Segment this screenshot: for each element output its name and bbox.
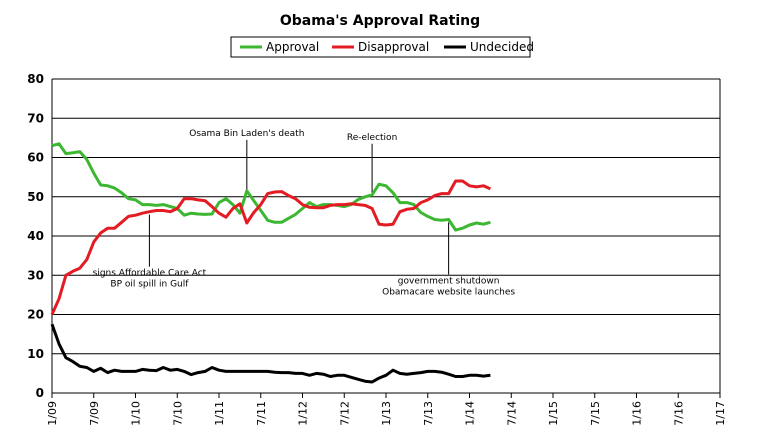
y-tick-label: 50 xyxy=(27,190,44,204)
x-tick-label: 1/09 xyxy=(46,401,59,426)
y-tick-label: 30 xyxy=(27,268,44,282)
annotation-label: Obamacare website launches xyxy=(382,288,515,298)
y-tick-label: 10 xyxy=(27,347,44,361)
legend: Approval Disapproval Undecided xyxy=(230,36,534,58)
annotation-label: signs Affordable Care Act xyxy=(93,269,207,279)
legend-label-approval: Approval xyxy=(266,40,319,54)
chart-title: Obama's Approval Rating xyxy=(280,13,480,29)
series-line-disapproval xyxy=(50,179,492,316)
legend-box xyxy=(230,36,531,58)
annotation-label: BP oil spill in Gulf xyxy=(110,280,189,290)
x-tick-label: 1/12 xyxy=(297,401,310,426)
y-tick-label: 70 xyxy=(27,111,44,125)
x-tick-label: 7/12 xyxy=(338,401,351,426)
x-tick-label: 1/15 xyxy=(547,401,560,426)
y-tick-label: 20 xyxy=(27,308,44,322)
x-tick-label: 1/14 xyxy=(464,401,477,426)
x-tick-label: 7/14 xyxy=(505,401,518,426)
x-tick-label: 1/13 xyxy=(380,401,393,426)
grid-lines xyxy=(52,78,720,394)
y-tick-label: 60 xyxy=(27,151,44,165)
x-axis: 1/09 7/09 1/10 7/10 1/11 7/11 1/12 7/12 1/13 7/13… xyxy=(46,393,727,426)
x-tick-label: 7/11 xyxy=(255,401,268,426)
annotation-label: government shutdown xyxy=(398,277,500,287)
x-tick-label: 7/15 xyxy=(589,401,602,426)
x-tick-label: 7/13 xyxy=(422,401,435,426)
series-line-undecided xyxy=(50,323,491,384)
y-tick-label: 0 xyxy=(36,386,44,400)
y-axis: 0 10 20 30 40 50 60 70 80 xyxy=(27,72,721,400)
x-tick-label: 1/11 xyxy=(213,401,226,426)
y-tick-label: 80 xyxy=(27,72,44,86)
legend-label-disapproval: Disapproval xyxy=(358,40,429,54)
series-line-approval xyxy=(51,142,491,232)
x-tick-label: 7/09 xyxy=(88,401,101,426)
legend-label-undecided: Undecided xyxy=(470,40,534,54)
annotation-label: Osama Bin Laden's death xyxy=(189,129,304,139)
x-tick-label: 1/16 xyxy=(631,401,644,426)
x-tick-label: 1/17 xyxy=(714,401,727,426)
series-lines xyxy=(50,142,492,384)
annotation-label: Re-election xyxy=(347,133,397,143)
x-tick-label: 7/16 xyxy=(672,401,685,426)
x-tick-label: 7/10 xyxy=(171,401,184,426)
annotations: Osama Bin Laden's death Re-election signs … xyxy=(93,129,516,298)
x-tick-label: 1/10 xyxy=(130,401,143,426)
y-tick-label: 40 xyxy=(27,229,44,243)
